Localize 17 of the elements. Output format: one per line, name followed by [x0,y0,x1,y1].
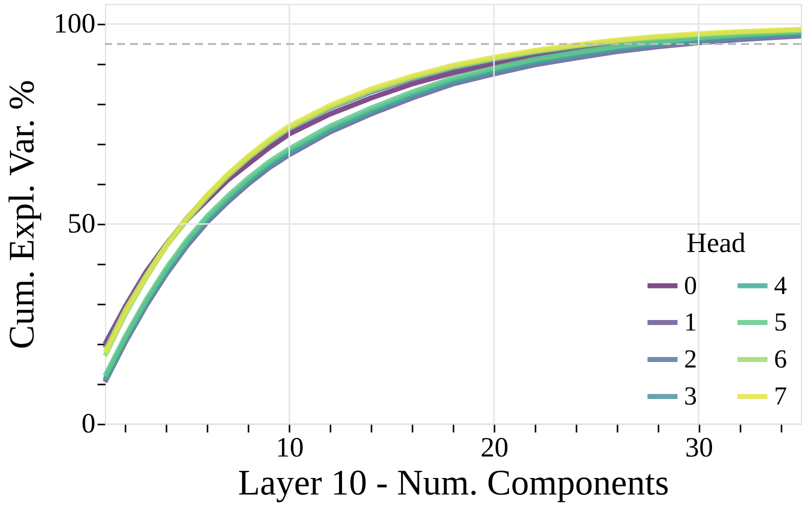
legend-title: Head [686,228,746,259]
legend-label: 5 [774,308,787,336]
y-tick-label: 0 [82,408,96,440]
x-axis-title: Layer 10 - Num. Components [238,462,669,502]
legend-label: 3 [684,382,697,410]
y-axis-title: Cum. Expl. Var. % [2,80,42,350]
x-tick-label: 10 [276,432,304,464]
y-tick-label: 50 [68,208,96,240]
legend-label: 1 [684,308,697,336]
legend-label: 0 [684,270,697,300]
legend-label: 4 [774,270,787,300]
x-tick-label: 20 [480,432,508,464]
legend-label: 6 [774,344,787,374]
y-tick-label: 100 [54,8,96,40]
legend-label: 2 [684,344,697,374]
x-tick-label: 30 [685,432,714,464]
legend-label: 7 [774,382,787,410]
